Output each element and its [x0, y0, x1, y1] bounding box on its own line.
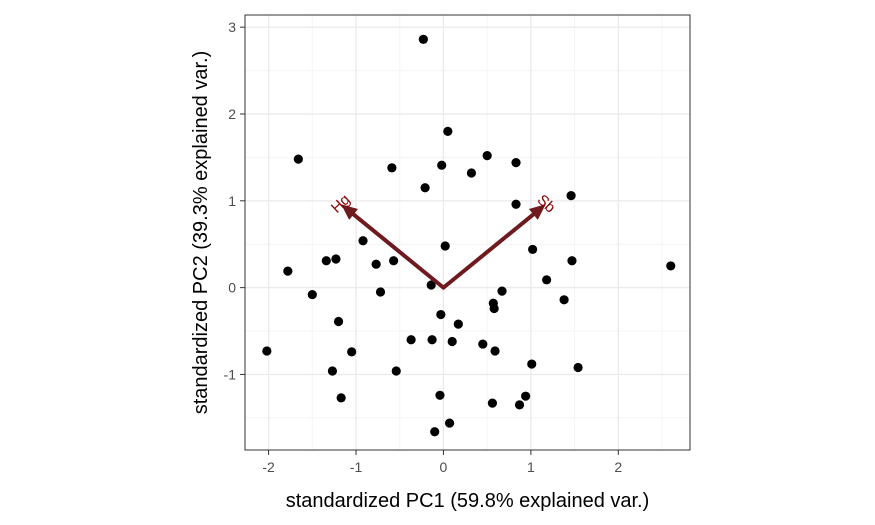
- data-point: [487, 398, 498, 408]
- point-layer: [262, 34, 676, 437]
- data-point: [542, 275, 552, 285]
- data-point: [426, 280, 436, 290]
- data-point: [478, 339, 488, 349]
- data-point: [336, 393, 346, 403]
- data-point: [283, 266, 293, 276]
- data-point: [444, 418, 455, 428]
- x-tick-label: 0: [440, 459, 448, 475]
- data-point: [437, 160, 447, 170]
- data-point: [420, 183, 430, 193]
- data-point: [327, 366, 338, 376]
- data-point: [406, 335, 416, 345]
- data-point: [443, 126, 453, 136]
- y-tick-label: 2: [228, 106, 236, 122]
- data-point: [489, 303, 499, 314]
- data-point: [666, 261, 676, 271]
- arrow-head: [528, 204, 546, 220]
- x-tick-label: -2: [262, 459, 275, 475]
- data-point: [511, 199, 521, 209]
- arrow-head: [341, 204, 358, 220]
- data-point: [371, 259, 381, 269]
- data-point: [528, 244, 538, 255]
- data-point: [567, 256, 577, 266]
- data-point: [333, 316, 344, 327]
- data-point: [321, 256, 331, 266]
- data-point: [490, 346, 500, 356]
- x-tick-label: 1: [527, 459, 535, 475]
- data-point: [293, 154, 303, 164]
- x-axis-title: standardized PC1 (59.8% explained var.): [286, 490, 650, 512]
- x-tick-label: -1: [350, 459, 363, 475]
- loading-arrow: [351, 212, 446, 290]
- data-point: [447, 336, 457, 347]
- y-axis-title: standardized PC2 (39.3% explained var.): [190, 51, 212, 415]
- y-tick-label: -1: [224, 366, 237, 382]
- data-point: [418, 34, 428, 44]
- data-point: [387, 163, 397, 173]
- x-tick-label: 2: [614, 459, 622, 475]
- y-axis-ticks: -1 0 1 2 3: [224, 19, 245, 382]
- data-point: [389, 256, 399, 266]
- data-point: [436, 309, 446, 320]
- data-point: [430, 427, 440, 437]
- data-point: [573, 362, 583, 373]
- data-point: [358, 236, 368, 246]
- y-tick-label: 3: [228, 19, 236, 35]
- minor-grid: [245, 15, 690, 450]
- y-tick-label: 0: [228, 280, 236, 296]
- data-point: [482, 151, 492, 161]
- data-point: [527, 359, 537, 369]
- y-tick-label: 1: [228, 193, 236, 209]
- data-point: [466, 168, 477, 178]
- x-axis-ticks: -2 -1 0 1 2: [262, 450, 622, 475]
- data-point: [440, 241, 450, 251]
- data-point: [347, 347, 357, 357]
- data-point: [391, 366, 401, 376]
- data-point: [262, 346, 272, 356]
- data-point: [427, 335, 437, 345]
- loading-arrow: [441, 212, 536, 290]
- data-point: [331, 254, 341, 264]
- major-grid: [245, 15, 690, 450]
- data-point: [559, 295, 569, 305]
- data-point: [511, 158, 521, 168]
- data-point: [453, 319, 463, 329]
- data-point: [435, 390, 445, 400]
- data-point: [497, 286, 507, 296]
- panel-border: [244, 14, 691, 451]
- data-point: [521, 391, 531, 401]
- data-point: [566, 190, 576, 201]
- data-point: [375, 287, 386, 297]
- data-point: [307, 289, 317, 300]
- data-point: [514, 400, 525, 410]
